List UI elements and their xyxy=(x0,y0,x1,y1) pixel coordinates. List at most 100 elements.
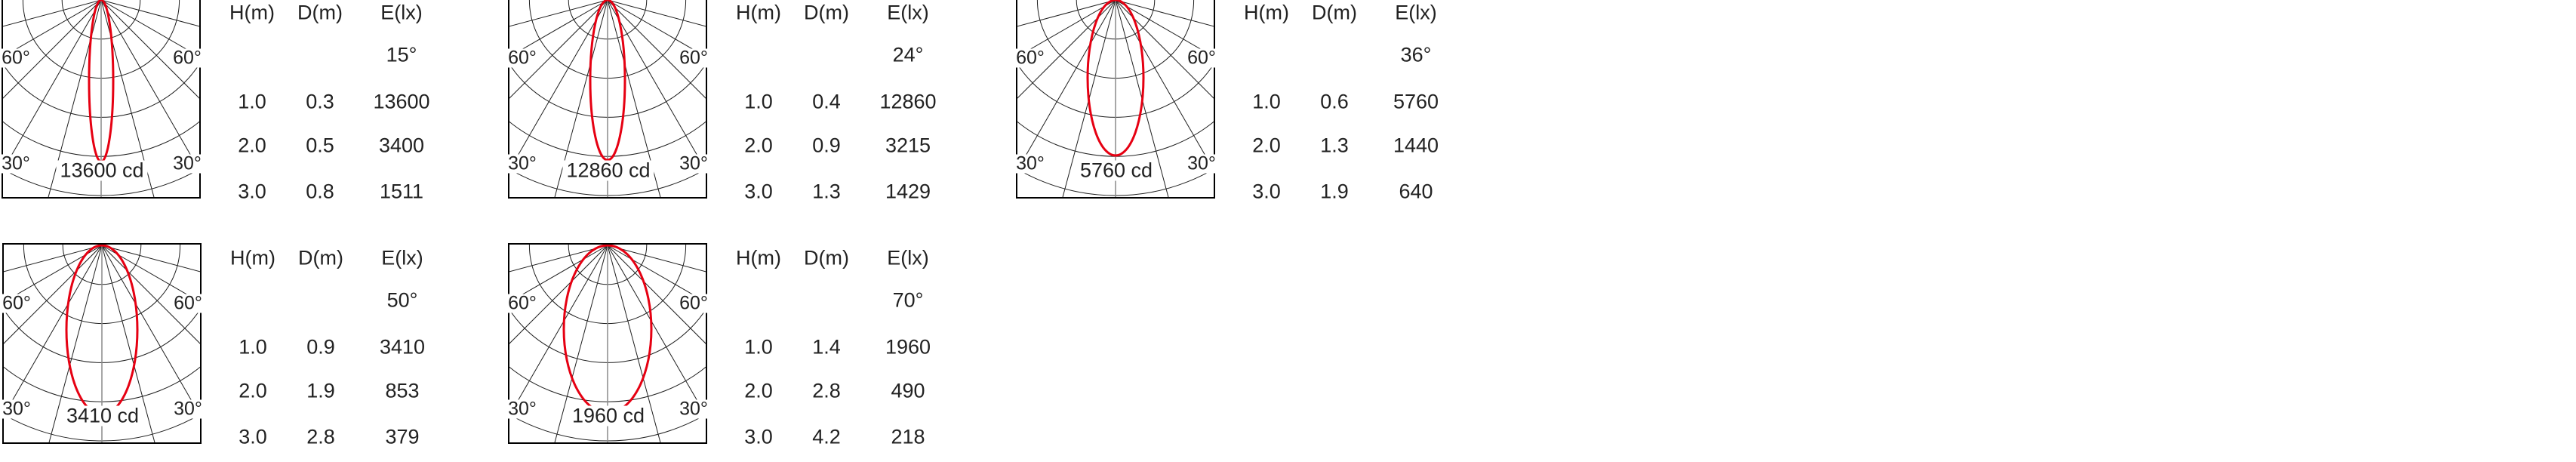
col-header-diameter: D(m) xyxy=(1312,1,1357,24)
table-cell: 0.8 xyxy=(306,180,334,203)
table-cell: 0.9 xyxy=(812,134,841,157)
angle-label-60-right: 60° xyxy=(1186,47,1217,69)
table-cell: 0.4 xyxy=(812,90,841,113)
col-header-illuminance: E(lx) xyxy=(1395,1,1437,24)
col-header-height: H(m) xyxy=(229,1,275,24)
table-cell: 3215 xyxy=(885,134,931,157)
table-cell: 1.0 xyxy=(1252,90,1281,113)
col-header-diameter: D(m) xyxy=(804,246,849,270)
table-cell: 13600 xyxy=(373,90,430,113)
col-header-illuminance: E(lx) xyxy=(887,246,929,270)
table-cell: 853 xyxy=(385,379,420,402)
table-cell: 5760 xyxy=(1393,90,1439,113)
table-cell: 218 xyxy=(891,425,925,448)
beam-angle-value: 50° xyxy=(386,288,418,312)
table-cell: 1511 xyxy=(379,180,424,203)
table-cell: 3400 xyxy=(378,134,425,157)
table-cell: 3.0 xyxy=(744,180,773,203)
table-cell: 379 xyxy=(385,425,420,448)
angle-label-60-left: 60° xyxy=(0,47,32,69)
table-cell: 1440 xyxy=(1393,134,1439,157)
table-cell: 1.9 xyxy=(1320,180,1349,203)
table-cell: 2.8 xyxy=(812,379,841,402)
beam-angle-value: 70° xyxy=(892,288,924,312)
col-header-illuminance: E(lx) xyxy=(381,246,423,270)
angle-label-60-left: 60° xyxy=(506,47,538,69)
polar-diagram xyxy=(2,0,201,199)
photometric-chart-group-3: 60° 60° 30° 30° 5760 cd H(m) D(m) E(lx) … xyxy=(1014,0,1514,203)
table-cell: 1.0 xyxy=(744,335,773,359)
col-header-illuminance: E(lx) xyxy=(887,1,929,24)
table-cell: 1.0 xyxy=(239,335,267,359)
angle-label-30-left: 30° xyxy=(506,398,538,420)
angle-label-60-right: 60° xyxy=(172,292,204,314)
beam-angle-value: 36° xyxy=(1400,43,1432,66)
angle-label-30-left: 30° xyxy=(0,152,32,174)
table-cell: 0.9 xyxy=(306,335,335,359)
angle-label-30-left: 30° xyxy=(1014,152,1046,174)
table-cell: 2.0 xyxy=(1252,134,1281,157)
angle-label-30-right: 30° xyxy=(678,152,709,174)
col-header-height: H(m) xyxy=(736,1,781,24)
beam-angle-value: 15° xyxy=(386,43,417,66)
col-header-diameter: D(m) xyxy=(297,1,343,24)
col-header-illuminance: E(lx) xyxy=(380,1,423,24)
angle-label-60-left: 60° xyxy=(1,292,32,314)
table-cell: 2.0 xyxy=(744,379,773,402)
table-cell: 4.2 xyxy=(812,425,841,448)
table-cell: 490 xyxy=(891,379,925,402)
angle-label-60-right: 60° xyxy=(678,292,709,314)
angle-label-60-left: 60° xyxy=(506,292,538,314)
peak-candela-label: 3410 cd xyxy=(62,405,143,427)
table-cell: 2.0 xyxy=(238,134,266,157)
photometric-chart-group-1: 60° 60° 30° 30° 13600 cd H(m) D(m) E(lx)… xyxy=(0,0,500,203)
table-cell: 1.4 xyxy=(812,335,841,359)
col-header-height: H(m) xyxy=(230,246,275,270)
peak-candela-label: 13600 cd xyxy=(56,160,148,181)
photometric-chart-group-4: 60° 60° 30° 30° 3410 cd H(m) D(m) E(lx) … xyxy=(1,243,500,448)
polar-diagram xyxy=(1016,0,1215,199)
angle-label-30-left: 30° xyxy=(1,398,32,420)
table-cell: 3.0 xyxy=(239,425,267,448)
table-cell: 3410 xyxy=(379,335,426,359)
angle-label-30-right: 30° xyxy=(678,398,709,420)
col-header-diameter: D(m) xyxy=(804,1,849,24)
angle-label-60-right: 60° xyxy=(678,47,709,69)
table-cell: 1.9 xyxy=(306,379,335,402)
table-cell: 2.8 xyxy=(306,425,335,448)
col-header-height: H(m) xyxy=(1244,1,1289,24)
angle-label-30-right: 30° xyxy=(172,398,204,420)
angle-label-60-left: 60° xyxy=(1014,47,1046,69)
table-cell: 12860 xyxy=(879,90,937,113)
table-cell: 3.0 xyxy=(238,180,266,203)
table-cell: 1.3 xyxy=(812,180,841,203)
table-cell: 1.3 xyxy=(1320,134,1349,157)
polar-diagram xyxy=(508,0,707,199)
table-cell: 1429 xyxy=(885,180,931,203)
table-cell: 1960 xyxy=(885,335,931,359)
peak-candela-label: 5760 cd xyxy=(1076,160,1157,181)
angle-label-30-left: 30° xyxy=(506,152,538,174)
table-cell: 1.0 xyxy=(744,90,773,113)
beam-angle-value: 24° xyxy=(892,43,924,66)
table-cell: 3.0 xyxy=(744,425,773,448)
table-cell: 1.0 xyxy=(238,90,266,113)
table-cell: 2.0 xyxy=(239,379,267,402)
table-cell: 0.6 xyxy=(1320,90,1349,113)
angle-label-30-right: 30° xyxy=(1186,152,1217,174)
peak-candela-label: 1960 cd xyxy=(568,405,649,427)
col-header-diameter: D(m) xyxy=(298,246,343,270)
photometric-chart-group-5: 60° 60° 30° 30° 1960 cd H(m) D(m) E(lx) … xyxy=(506,243,1006,448)
peak-candela-label: 12860 cd xyxy=(562,160,654,181)
table-cell: 0.3 xyxy=(306,90,334,113)
table-cell: 0.5 xyxy=(306,134,334,157)
table-cell: 640 xyxy=(1399,180,1433,203)
photometric-chart-group-2: 60° 60° 30° 30° 12860 cd H(m) D(m) E(lx)… xyxy=(506,0,1006,203)
angle-label-60-right: 60° xyxy=(171,47,203,69)
col-header-height: H(m) xyxy=(736,246,781,270)
polar-diagram xyxy=(508,243,707,444)
table-cell: 2.0 xyxy=(744,134,773,157)
table-cell: 3.0 xyxy=(1252,180,1281,203)
angle-label-30-right: 30° xyxy=(171,152,203,174)
